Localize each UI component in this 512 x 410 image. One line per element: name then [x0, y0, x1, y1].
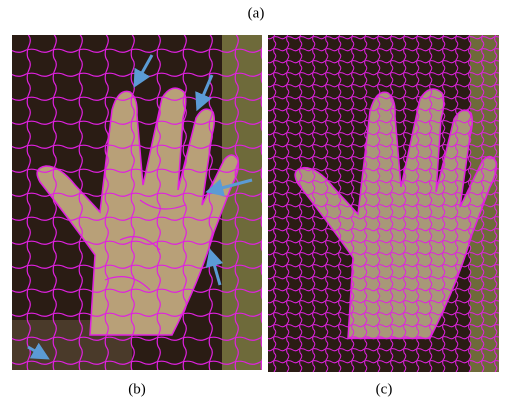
panel-c-image: [268, 35, 499, 372]
panel-label: (b): [128, 381, 146, 397]
figure: (a) (b) (c): [0, 0, 512, 405]
panel-label: (c): [376, 381, 393, 397]
top-label: (a): [248, 5, 265, 21]
panel-b-image: [12, 35, 262, 370]
